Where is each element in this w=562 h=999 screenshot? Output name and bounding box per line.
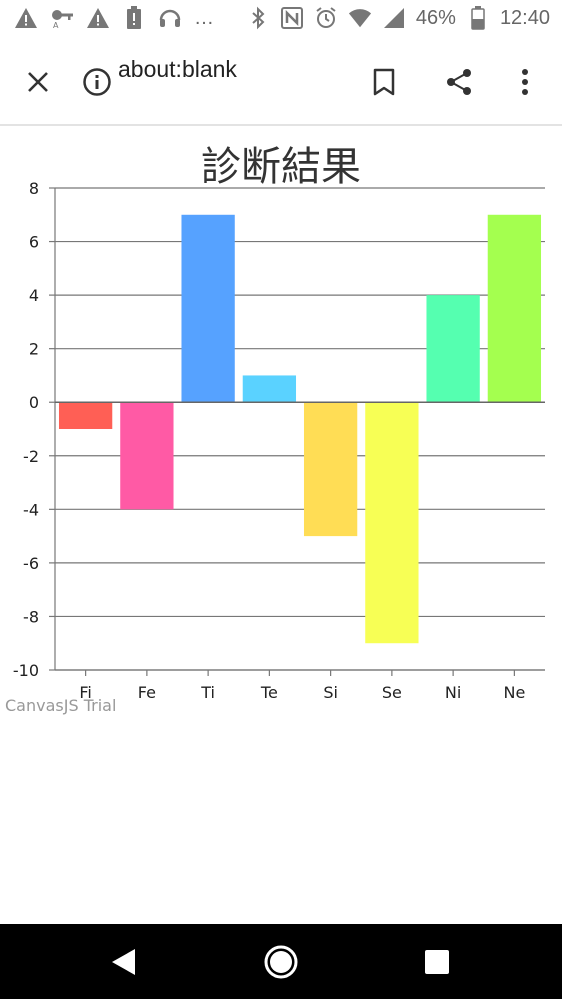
more-icon: … [194,6,214,29]
bookmark-icon[interactable] [362,60,406,104]
y-tick-label: -2 [23,447,39,466]
toolbar-divider [0,124,562,126]
x-tick-label: Te [260,683,278,702]
canvasjs-watermark: CanvasJS Trial [5,696,117,715]
bar-chart: 8 6 4 2 0 -2 -4 -6 -8 -10 Fi Fe Ti Te Si Se Ni Ne [13,179,545,702]
bar-te[interactable] [242,375,297,403]
y-tick-label: 6 [29,233,39,252]
y-tick-label: -8 [23,607,39,626]
bar-si[interactable] [303,402,358,537]
close-icon[interactable] [16,60,60,104]
warning-icon [14,6,38,30]
signal-icon [382,6,406,30]
alert-battery-icon [122,6,146,30]
nfc-icon [280,6,304,30]
alarm-icon [314,6,338,30]
browser-toolbar: about:blank [0,40,562,124]
y-tick-label: -6 [23,554,39,573]
y-tick-label: 4 [29,286,39,305]
bar-ti[interactable] [181,214,235,403]
svg-text:A: A [53,21,59,29]
bar-ne[interactable] [487,214,542,403]
y-tick-label: 2 [29,340,39,359]
url-text[interactable]: about:blank [118,56,237,82]
bar-ni[interactable] [426,295,480,403]
share-icon[interactable] [437,60,481,104]
y-tick-label: -4 [23,500,39,519]
home-icon[interactable] [257,938,305,986]
y-tick-label: -10 [13,661,39,680]
x-tick-label: Fe [138,683,156,702]
x-tick-label: Ne [503,683,525,702]
bar-fi[interactable] [58,402,113,429]
y-tick-label: 0 [29,393,39,412]
battery-icon [466,6,490,30]
x-tick-label: Se [382,683,402,702]
battery-percent: 46% [415,6,456,29]
x-tick-label: Ni [445,683,461,702]
bar-se[interactable] [365,402,419,644]
bar-fe[interactable] [120,402,174,510]
status-icons-left: A … [14,6,214,30]
chart-title: 診断結果 [201,144,361,190]
warning-icon [86,6,110,30]
status-bar: A … 46% 12:40 [0,0,562,40]
y-tick-label: 8 [29,179,39,198]
x-tick-label: Ti [200,683,215,702]
x-tick-label: Si [323,683,338,702]
headset-icon [158,6,182,30]
chart-container: 診断結果 8 6 4 2 0 -2 -4 -6 -8 -10 Fi Fe Ti Te Si Se Ni Ne Ca… [0,126,562,726]
wifi-icon [348,6,372,30]
bluetooth-icon [246,6,270,30]
recents-icon[interactable] [413,938,461,986]
status-icons-right: 46% 12:40 [246,6,550,30]
info-icon[interactable] [75,60,119,104]
key-icon: A [50,6,74,30]
clock: 12:40 [499,6,550,29]
x-tick-label: Fi [79,683,91,702]
back-icon[interactable] [100,938,148,986]
more-vert-icon[interactable] [503,60,547,104]
navigation-bar [0,924,562,999]
